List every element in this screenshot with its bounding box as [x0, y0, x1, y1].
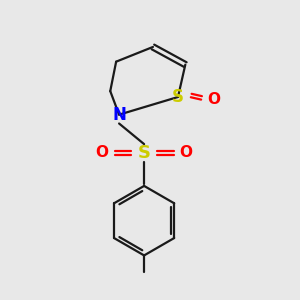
Text: S: S	[138, 144, 151, 162]
Text: O: O	[207, 92, 220, 107]
Text: O: O	[95, 146, 109, 160]
Text: O: O	[180, 146, 193, 160]
Text: N: N	[112, 106, 126, 124]
Text: S: S	[172, 88, 184, 106]
